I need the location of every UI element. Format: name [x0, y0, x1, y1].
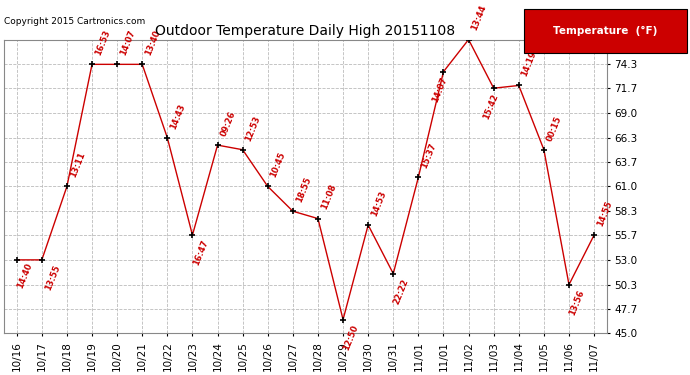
Text: 18:55: 18:55 — [294, 176, 313, 204]
Text: 10:45: 10:45 — [269, 151, 287, 179]
Text: 16:53: 16:53 — [93, 29, 112, 57]
Text: 16:47: 16:47 — [191, 239, 210, 267]
Text: 14:53: 14:53 — [369, 189, 388, 217]
Text: 22:22: 22:22 — [392, 278, 411, 306]
Text: 15:42: 15:42 — [481, 92, 500, 120]
Text: Copyright 2015 Cartronics.com: Copyright 2015 Cartronics.com — [4, 17, 146, 26]
Text: 09:26: 09:26 — [219, 110, 237, 138]
Text: 14:19: 14:19 — [520, 50, 538, 78]
Text: Temperature  (°F): Temperature (°F) — [553, 26, 658, 36]
Text: 13:55: 13:55 — [43, 264, 61, 292]
Text: 14:07: 14:07 — [431, 76, 449, 104]
Text: 00:15: 00:15 — [545, 114, 564, 142]
Text: 13:44: 13:44 — [470, 4, 489, 32]
Text: 15:37: 15:37 — [420, 142, 438, 170]
Text: 13:11: 13:11 — [68, 151, 86, 179]
Title: Outdoor Temperature Daily High 20151108: Outdoor Temperature Daily High 20151108 — [155, 24, 455, 38]
Text: 14:40: 14:40 — [15, 261, 34, 289]
Text: 12:53: 12:53 — [244, 114, 262, 142]
Text: 13:40: 13:40 — [144, 29, 162, 57]
Text: 14:43: 14:43 — [168, 102, 187, 130]
Text: 14:07: 14:07 — [119, 29, 137, 57]
Text: 12:50: 12:50 — [342, 324, 360, 352]
Text: 13:56: 13:56 — [568, 289, 586, 317]
Text: 14:55: 14:55 — [595, 200, 614, 228]
Text: 11:08: 11:08 — [319, 183, 337, 211]
